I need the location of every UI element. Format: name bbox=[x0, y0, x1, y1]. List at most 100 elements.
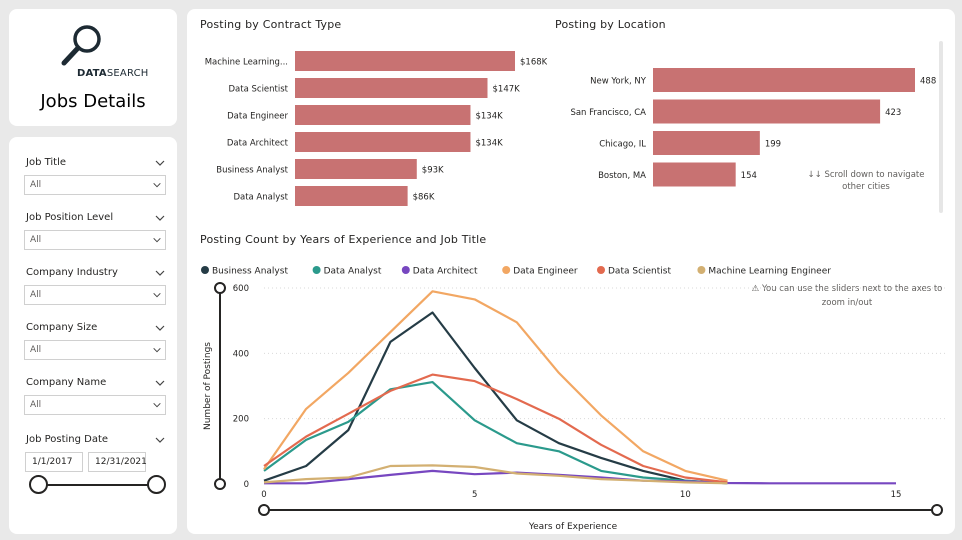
series-line-data-engineer[interactable] bbox=[263, 290, 728, 482]
bar[interactable] bbox=[295, 78, 488, 98]
slicer-value: All bbox=[30, 290, 42, 300]
legend-label[interactable]: Business Analyst bbox=[212, 267, 288, 277]
bar[interactable] bbox=[653, 99, 881, 124]
bar[interactable] bbox=[295, 159, 417, 179]
bar-category-label: Data Scientist bbox=[229, 85, 289, 95]
zoom-hint-text: ⚠ You can use the sliders next to the ax… bbox=[752, 284, 943, 308]
chevron-down-icon[interactable] bbox=[154, 212, 166, 224]
series-line-business-analyst[interactable] bbox=[263, 311, 728, 485]
slicer-dropdown[interactable]: All bbox=[24, 175, 166, 195]
slicer-value: All bbox=[30, 180, 42, 190]
legend-label[interactable]: Data Analyst bbox=[324, 267, 382, 277]
bar[interactable] bbox=[295, 51, 515, 71]
bar-data-label: $86K bbox=[413, 193, 435, 203]
slicer-value: All bbox=[30, 235, 42, 245]
slicer-job-position-level: Job Position Level All bbox=[24, 212, 166, 252]
series-line-data-analyst[interactable] bbox=[263, 381, 728, 485]
filter-panel: Job Title All Job Position Level All Company… bbox=[9, 137, 177, 534]
location-chart-title: Posting by Location bbox=[555, 18, 666, 31]
slicer-title: Company Industry bbox=[26, 267, 118, 278]
chevron-down-icon[interactable] bbox=[154, 267, 166, 279]
legend-marker bbox=[201, 266, 209, 274]
bar[interactable] bbox=[653, 162, 736, 187]
slicer-dropdown[interactable]: All bbox=[24, 395, 166, 415]
bar-data-label: 423 bbox=[885, 108, 901, 118]
slicer-value: All bbox=[30, 400, 42, 410]
brand-name: DATASEARCH bbox=[77, 68, 149, 79]
chevron-down-icon bbox=[153, 347, 161, 353]
chevron-down-icon[interactable] bbox=[154, 322, 166, 334]
start-date-input[interactable]: 1/1/2017 bbox=[25, 452, 83, 472]
legend-marker bbox=[312, 266, 321, 274]
bar[interactable] bbox=[295, 132, 471, 152]
bar-category-label: Data Engineer bbox=[227, 112, 288, 122]
y-tick-label: 600 bbox=[233, 284, 249, 294]
y-zoom-slider-top-handle[interactable] bbox=[214, 282, 226, 294]
y-zoom-slider-bottom-handle[interactable] bbox=[214, 478, 226, 490]
end-date-input[interactable]: 12/31/2021 bbox=[88, 452, 147, 472]
bar[interactable] bbox=[295, 186, 408, 206]
date-range-end-handle[interactable] bbox=[147, 475, 166, 494]
experience-line-chart[interactable]: Business Analyst Data Analyst Data Archite… bbox=[187, 244, 955, 534]
slicer-company-size: Company Size All bbox=[24, 322, 166, 362]
x-zoom-slider-right-handle[interactable] bbox=[931, 504, 943, 516]
legend-label[interactable]: Data Architect bbox=[413, 267, 478, 277]
bar-data-label: $93K bbox=[422, 166, 444, 176]
bar-category-label: New York, NY bbox=[590, 77, 647, 87]
line-chart-title: Posting Count by Years of Experience and… bbox=[200, 233, 487, 246]
slicer-title: Job Title bbox=[26, 157, 67, 168]
chevron-down-icon[interactable] bbox=[154, 157, 166, 169]
bar-data-label: $134K bbox=[475, 112, 503, 122]
main-report-panel: Posting by Contract Type Posting by Loca… bbox=[187, 9, 955, 534]
legend-marker bbox=[401, 266, 410, 274]
contract-type-bar-chart: Machine Learning... $168K Data Scientist $1… bbox=[205, 51, 547, 206]
bar[interactable] bbox=[653, 68, 915, 92]
x-zoom-slider-left-handle[interactable] bbox=[258, 504, 270, 516]
chevron-down-icon bbox=[153, 237, 161, 243]
slicer-company-industry: Company Industry All bbox=[24, 267, 166, 307]
slicer-title: Job Posting Date bbox=[26, 434, 109, 445]
date-range-start-handle[interactable] bbox=[29, 475, 48, 494]
slicer-dropdown[interactable]: All bbox=[24, 285, 166, 305]
slicer-title: Company Size bbox=[26, 322, 98, 333]
legend-label[interactable]: Machine Learning Engineer bbox=[708, 267, 831, 277]
slicer-dropdown[interactable]: All bbox=[24, 230, 166, 250]
bar-category-label: Machine Learning... bbox=[205, 58, 288, 68]
bar-data-label: 154 bbox=[741, 171, 757, 181]
location-bar-chart: New York, NY 488 San Francisco, CA 423 Chica… bbox=[570, 41, 943, 213]
chevron-down-icon bbox=[153, 182, 161, 188]
chevron-down-icon[interactable] bbox=[154, 434, 166, 446]
series-line-data-architect[interactable] bbox=[264, 469, 896, 485]
bar[interactable] bbox=[653, 131, 760, 155]
slicer-job-title: Job Title All bbox=[24, 157, 166, 197]
legend-label[interactable]: Data Scientist bbox=[608, 267, 671, 277]
slicer-title: Job Position Level bbox=[26, 212, 114, 223]
series-line-data-scientist[interactable] bbox=[263, 373, 728, 484]
y-tick-label: 0 bbox=[244, 480, 249, 490]
y-axis-title: Number of Postings bbox=[203, 342, 213, 430]
bar-data-label: $168K bbox=[520, 58, 547, 68]
bar-data-label: $147K bbox=[493, 85, 521, 95]
legend-marker bbox=[697, 266, 706, 274]
page-title: Jobs Details bbox=[40, 91, 146, 112]
slicer-dropdown[interactable]: All bbox=[24, 340, 166, 360]
logo-card: DATASEARCH Jobs Details bbox=[9, 9, 177, 126]
chevron-down-icon[interactable] bbox=[154, 377, 166, 389]
y-tick-label: 400 bbox=[233, 349, 249, 359]
bar[interactable] bbox=[295, 105, 471, 125]
series-line-machine-learning-engineer[interactable] bbox=[263, 464, 728, 485]
magnifier-logo-icon bbox=[61, 25, 101, 66]
x-tick-label: 15 bbox=[891, 490, 902, 500]
bar-data-label: 199 bbox=[765, 140, 781, 150]
legend-label[interactable]: Data Engineer bbox=[513, 267, 578, 277]
x-tick-label: 10 bbox=[680, 490, 691, 500]
date-range-track[interactable] bbox=[38, 484, 156, 486]
bar-category-label: Boston, MA bbox=[598, 171, 646, 181]
bar-data-label: $134K bbox=[475, 139, 503, 149]
x-tick-label: 0 bbox=[261, 490, 266, 500]
x-tick-label: 5 bbox=[472, 490, 477, 500]
y-tick-label: 200 bbox=[233, 415, 249, 425]
x-axis-title: Years of Experience bbox=[528, 522, 618, 532]
scrollbar[interactable] bbox=[939, 41, 943, 213]
bar-category-label: Business Analyst bbox=[216, 166, 288, 176]
